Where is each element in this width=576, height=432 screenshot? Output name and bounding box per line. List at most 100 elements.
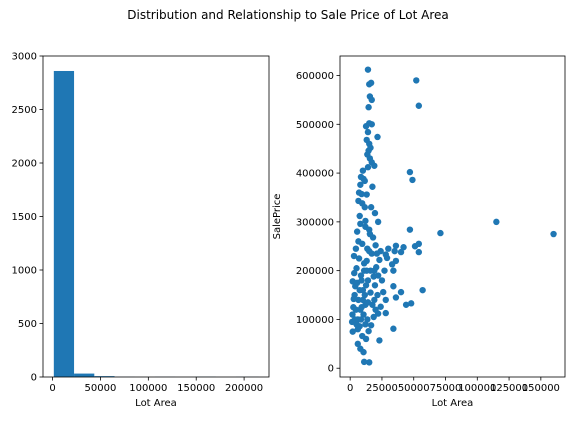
scatter-y-tick-label: 400000	[296, 169, 334, 180]
histogram-y-tick-label: 500	[18, 319, 37, 330]
scatter-point	[354, 325, 361, 333]
scatter-point	[371, 162, 378, 169]
scatter-point	[363, 267, 370, 274]
scatter-point	[364, 128, 372, 136]
scatter-x-tick-label: 50000	[398, 383, 430, 394]
scatter-point	[364, 277, 372, 284]
scatter-point	[362, 321, 369, 328]
scatter-point	[493, 218, 500, 226]
scatter-point	[361, 204, 368, 211]
scatter-point	[382, 296, 389, 304]
scatter-point	[374, 218, 382, 226]
scatter-frame	[339, 55, 566, 378]
scatter-point	[409, 176, 416, 184]
scatter-point	[371, 209, 379, 217]
scatter-point	[362, 123, 370, 130]
scatter-point	[372, 306, 379, 313]
histogram-x-tick-label: 200000	[225, 383, 263, 394]
histogram-x-axis-label: Lot Area	[135, 398, 177, 409]
scatter-x-tick-label: 150000	[522, 383, 560, 394]
scatter-point	[355, 255, 363, 262]
scatter-point	[368, 96, 375, 104]
scatter-point	[391, 247, 398, 255]
scatter-point	[369, 183, 376, 190]
scatter-point	[367, 289, 374, 296]
scatter-point	[359, 240, 366, 248]
scatter-point	[355, 189, 363, 196]
scatter-point	[370, 273, 377, 280]
figure-suptitle: Distribution and Relationship to Sale Pr…	[127, 8, 448, 22]
scatter-point	[353, 265, 360, 272]
scatter-point	[364, 66, 372, 73]
scatter-point	[371, 296, 378, 304]
scatter-point	[364, 316, 371, 323]
scatter-x-tick-label: 125000	[490, 383, 528, 394]
scatter-y-tick-label: 0	[328, 364, 334, 375]
scatter-point	[388, 261, 396, 268]
scatter-point	[357, 220, 364, 228]
scatter-point	[378, 277, 386, 284]
scatter-point	[357, 316, 365, 323]
scatter-x-tick-label: 25000	[366, 383, 398, 394]
scatter-y-tick-label: 600000	[296, 71, 334, 82]
histogram-bar	[53, 70, 75, 377]
scatter-point	[368, 121, 375, 128]
scatter-point	[406, 168, 414, 176]
scatter-y-tick-label: 100000	[296, 315, 334, 326]
scatter-point	[360, 358, 368, 366]
histogram-y-tick-label: 1500	[12, 212, 37, 223]
scatter-point	[400, 244, 407, 251]
histogram-x-tick-label: 0	[49, 383, 55, 394]
scatter-point	[397, 288, 405, 296]
scatter-point	[367, 322, 375, 329]
scatter-point	[374, 291, 381, 299]
scatter-x-tick-label: 0	[347, 383, 353, 394]
scatter-point	[353, 321, 360, 328]
scatter-point	[351, 316, 359, 323]
scatter-point	[371, 282, 379, 289]
scatter-point	[390, 283, 397, 290]
scatter-point	[550, 230, 557, 238]
scatter-point	[366, 359, 373, 366]
scatter-point	[366, 81, 373, 88]
scatter-point	[357, 345, 364, 352]
scatter-point	[365, 327, 372, 335]
scatter-point	[374, 133, 381, 141]
scatter-point	[363, 191, 370, 198]
scatter-point	[392, 242, 400, 249]
scatter-point	[397, 248, 405, 256]
scatter-point	[352, 306, 360, 313]
scatter-point	[383, 254, 391, 262]
scatter-point	[373, 264, 380, 271]
scatter-point	[385, 245, 392, 252]
scatter-point	[415, 240, 423, 248]
scatter-point	[381, 267, 388, 274]
scatter-point	[368, 250, 375, 257]
scatter-point	[349, 311, 356, 318]
histogram-axes: 0 50000 100000 150000 200000 0 500 1000 1500 2000…	[12, 52, 270, 409]
scatter-x-axis-label: Lot Area	[432, 398, 474, 409]
scatter-point	[358, 304, 365, 311]
scatter-point	[402, 301, 410, 308]
scatter-x-tick-label: 75000	[430, 383, 462, 394]
scatter-point	[373, 250, 381, 257]
scatter-point	[360, 311, 367, 318]
scatter-point	[377, 303, 384, 310]
scatter-point	[361, 291, 368, 299]
scatter-point	[419, 286, 426, 294]
scatter-point	[437, 229, 444, 237]
scatter-point	[356, 212, 363, 220]
scatter-point	[363, 257, 370, 265]
histogram-x-tick-label: 100000	[129, 383, 167, 394]
scatter-point	[358, 277, 365, 284]
scatter-point	[362, 282, 370, 289]
histogram-y-tick-label: 0	[31, 373, 37, 384]
scatter-point	[376, 337, 383, 344]
scatter-point	[362, 217, 369, 225]
scatter-point	[353, 228, 361, 235]
scatter-point	[365, 104, 372, 111]
scatter-y-tick-label: 200000	[296, 266, 334, 277]
scatter-point	[366, 230, 374, 238]
scatter-point	[359, 296, 367, 304]
